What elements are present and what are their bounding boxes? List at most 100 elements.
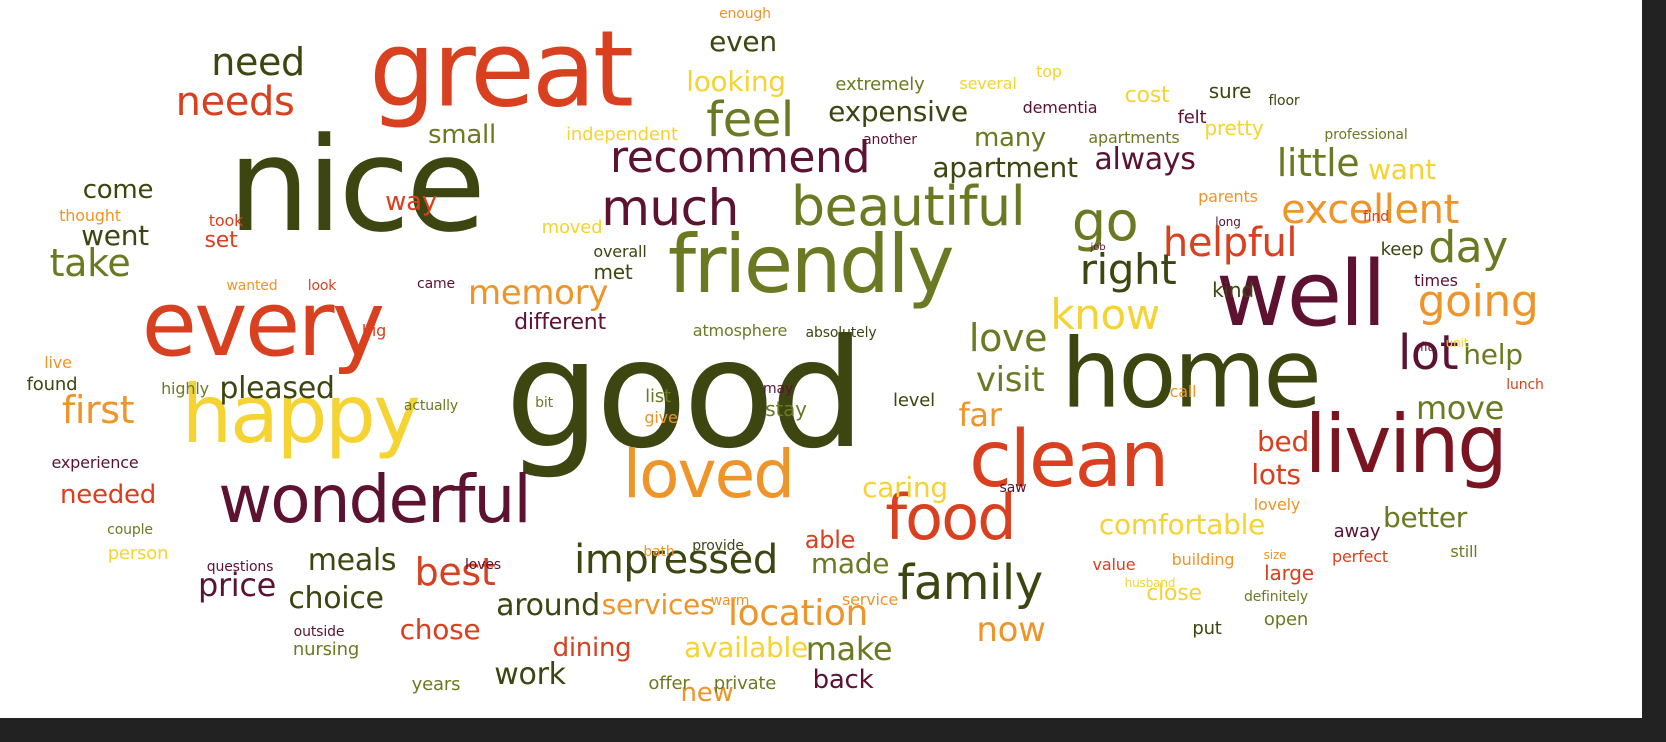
word-cloud: good nice great every friendly home well happy c… bbox=[0, 0, 1642, 718]
word-location: location bbox=[728, 593, 868, 634]
word-take: take bbox=[49, 241, 131, 285]
word-large: large bbox=[1264, 561, 1314, 585]
word-loved: loved bbox=[622, 436, 795, 513]
word-dining: dining bbox=[552, 633, 632, 663]
word-long: long bbox=[1215, 215, 1241, 229]
word-expensive: expensive bbox=[828, 95, 968, 128]
word-choice: choice bbox=[288, 581, 384, 616]
word-look: look bbox=[307, 278, 337, 294]
word-services: services bbox=[601, 588, 715, 621]
word-visit: visit bbox=[975, 360, 1045, 400]
word-family: family bbox=[897, 555, 1043, 611]
word-better: better bbox=[1382, 501, 1468, 534]
word-lovely: lovely bbox=[1253, 495, 1301, 514]
word-absolutely: absolutely bbox=[805, 325, 877, 341]
word-person: person bbox=[107, 543, 169, 564]
word-times: times bbox=[1414, 271, 1458, 290]
word-actually: actually bbox=[403, 398, 459, 414]
word-professional: professional bbox=[1324, 127, 1408, 143]
word-floor: floor bbox=[1268, 93, 1300, 109]
word-even: even bbox=[709, 25, 777, 58]
word-needs: needs bbox=[175, 79, 295, 125]
word-day: day bbox=[1428, 222, 1508, 273]
word-around: around bbox=[496, 588, 600, 623]
word-husband: husband bbox=[1124, 576, 1176, 590]
word-call: call bbox=[1169, 382, 1197, 401]
word-pleased: pleased bbox=[219, 371, 335, 406]
word-help: help bbox=[1463, 338, 1523, 371]
word-beautiful: beautiful bbox=[790, 175, 1026, 238]
word-provide: provide bbox=[692, 538, 744, 554]
word-saw: saw bbox=[999, 480, 1027, 496]
word-size: size bbox=[1263, 548, 1287, 562]
word-memory: memory bbox=[467, 273, 609, 313]
word-building: building bbox=[1171, 550, 1235, 569]
word-bit: bit bbox=[535, 395, 553, 411]
word-thought: thought bbox=[59, 206, 121, 225]
word-questions: questions bbox=[206, 559, 274, 575]
word-meals: meals bbox=[307, 543, 397, 578]
word-experience: experience bbox=[51, 453, 139, 472]
word-keep: keep bbox=[1380, 239, 1424, 260]
word-sure: sure bbox=[1208, 79, 1252, 103]
word-make: make bbox=[805, 630, 893, 668]
word-many: many bbox=[973, 123, 1047, 153]
word-pretty: pretty bbox=[1204, 116, 1264, 140]
word-feel: feel bbox=[706, 92, 794, 148]
word-best: best bbox=[414, 550, 496, 594]
word-far: far bbox=[958, 396, 1002, 434]
word-loves: loves bbox=[465, 557, 501, 573]
word-put: put bbox=[1192, 618, 1222, 639]
word-clean: clean bbox=[968, 415, 1169, 505]
word-bath: bath bbox=[643, 544, 675, 560]
word-lot: lot bbox=[1397, 325, 1459, 381]
word-price: price bbox=[197, 566, 277, 604]
word-go: go bbox=[1071, 190, 1139, 253]
word-found: found bbox=[26, 374, 78, 395]
word-another: another bbox=[863, 132, 917, 148]
word-bed: bed bbox=[1257, 425, 1309, 458]
word-cost: cost bbox=[1124, 83, 1170, 108]
word-list: list bbox=[645, 386, 671, 407]
word-extremely: extremely bbox=[835, 74, 925, 95]
word-always: always bbox=[1094, 142, 1196, 177]
word-need: need bbox=[211, 40, 305, 84]
word-felt: felt bbox=[1177, 107, 1207, 128]
word-available: available bbox=[684, 631, 808, 664]
word-job: job bbox=[1090, 242, 1106, 253]
word-work: work bbox=[494, 657, 566, 692]
word-little: little bbox=[1276, 141, 1360, 185]
word-move: move bbox=[1415, 389, 1505, 427]
word-met: met bbox=[593, 260, 633, 284]
word-new: new bbox=[680, 678, 734, 708]
word-back: back bbox=[812, 665, 874, 695]
word-dementia: dementia bbox=[1022, 98, 1098, 117]
word-comfortable: comfortable bbox=[1098, 508, 1266, 541]
word-want: want bbox=[1368, 153, 1436, 186]
word-warm: warm bbox=[710, 593, 750, 609]
word-needed: needed bbox=[60, 480, 156, 510]
word-overall: overall bbox=[593, 242, 647, 261]
word-nursing: nursing bbox=[292, 639, 360, 660]
word-fit: fit bbox=[1420, 340, 1432, 354]
word-every: every bbox=[141, 272, 385, 377]
word-friendly: friendly bbox=[667, 218, 955, 311]
word-living: living bbox=[1304, 398, 1508, 491]
word-small: small bbox=[428, 120, 496, 150]
word-wonderful: wonderful bbox=[218, 461, 531, 538]
word-going: going bbox=[1417, 276, 1539, 327]
word-caring: caring bbox=[862, 471, 948, 504]
word-level: level bbox=[893, 390, 935, 411]
word-years: years bbox=[411, 674, 461, 695]
word-helpful: helpful bbox=[1162, 220, 1298, 266]
word-moved: moved bbox=[541, 217, 603, 238]
word-came: came bbox=[417, 276, 455, 292]
word-come: come bbox=[82, 175, 154, 205]
word-impressed: impressed bbox=[574, 537, 778, 583]
word-well: well bbox=[1215, 242, 1387, 347]
word-way: way bbox=[385, 187, 437, 217]
word-live: live bbox=[44, 353, 72, 372]
word-now: now bbox=[976, 610, 1046, 650]
word-took: took bbox=[208, 211, 244, 230]
word-apartment: apartment bbox=[932, 151, 1078, 184]
